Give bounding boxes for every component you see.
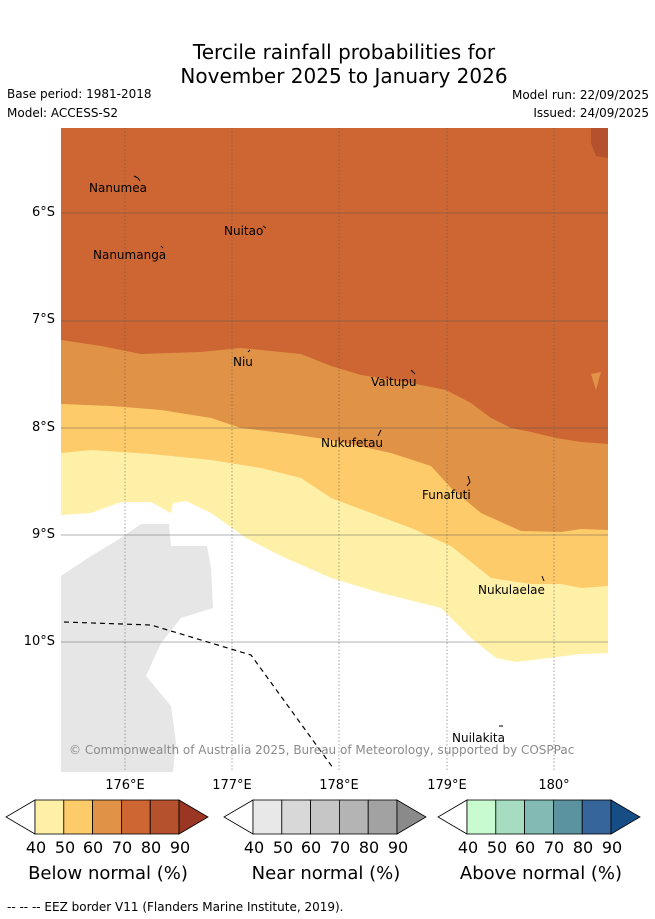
lon-label-179e: 179°E [427, 778, 467, 793]
eez-border [63, 621, 334, 769]
near-bin-5 [367, 799, 398, 835]
near-tick-50: 50 [272, 838, 294, 857]
near-bin-3 [310, 799, 340, 835]
above-tick-50: 50 [486, 838, 508, 857]
near-under-triangle [223, 799, 254, 835]
above-over-triangle [610, 799, 641, 835]
above-bin-2 [495, 799, 525, 835]
near-normal-region [61, 524, 213, 772]
below-tick-40: 40 [25, 838, 47, 857]
place-nukufetau: Nukufetau [321, 436, 384, 450]
below-bin-2 [63, 799, 93, 835]
above-bin-5 [581, 799, 612, 835]
near-normal-title: Near normal (%) [251, 863, 401, 884]
place-funafuti: Funafuti [422, 488, 471, 502]
near-tick-40: 40 [243, 838, 265, 857]
below-tick-80: 80 [140, 838, 162, 857]
lat-label-8s: 8°S [31, 420, 55, 435]
below-tick-60: 60 [82, 838, 104, 857]
near-tick-80: 80 [358, 838, 380, 857]
lon-gridlines [124, 128, 555, 772]
place-nanumea: Nanumea [89, 181, 147, 195]
colorbar-above-normal [437, 799, 641, 835]
below-bin-3 [92, 799, 122, 835]
below-normal-title: Below normal (%) [28, 863, 188, 884]
map-title-line1: Tercile rainfall probabilities for [192, 40, 496, 64]
forecast-map [61, 128, 608, 772]
place-vaitupu: Vaitupu [371, 375, 417, 389]
place-nanumanga: Nanumanga [93, 248, 167, 262]
below-under-triangle [5, 799, 36, 835]
near-bin-2 [281, 799, 311, 835]
lat-gridlines [61, 212, 608, 643]
lat-label-6s: 6°S [31, 205, 55, 220]
above-bin-3 [524, 799, 554, 835]
issued-date: Issued: 24/09/2025 [533, 106, 649, 120]
colorbar-near-normal [223, 799, 427, 835]
above-tick-60: 60 [514, 838, 536, 857]
lon-label-180: 180° [538, 778, 570, 793]
colorbar-below-normal [5, 799, 209, 835]
lon-label-178e: 178°E [319, 778, 359, 793]
below-bin-5 [149, 799, 180, 835]
map-title-line2: November 2025 to January 2026 [180, 64, 508, 88]
below-80-90-islet [591, 372, 601, 390]
lat-label-9s: 9°S [31, 527, 55, 542]
below-over-triangle [178, 799, 209, 835]
near-tick-70: 70 [329, 838, 351, 857]
lat-label-7s: 7°S [31, 312, 55, 327]
lat-label-10s: 10°S [23, 634, 55, 649]
place-nuilakita: Nuilakita [452, 731, 505, 745]
above-tick-80: 80 [572, 838, 594, 857]
lon-label-177e: 177°E [212, 778, 252, 793]
below-bin-4 [121, 799, 151, 835]
base-period: Base period: 1981-2018 [7, 87, 152, 101]
below-tick-90: 90 [169, 838, 191, 857]
above-under-triangle [437, 799, 468, 835]
above-tick-90: 90 [601, 838, 623, 857]
model-run: Model run: 22/09/2025 [511, 88, 649, 102]
near-tick-90: 90 [387, 838, 409, 857]
near-bin-4 [339, 799, 369, 835]
copyright-notice: © Commonwealth of Australia 2025, Bureau… [69, 743, 575, 757]
above-bin-1 [466, 799, 497, 835]
below-80-90-patch [591, 128, 608, 158]
above-tick-70: 70 [543, 838, 565, 857]
place-nukulaelae: Nukulaelae [478, 583, 545, 597]
model-name: Model: ACCESS-S2 [7, 106, 119, 120]
below-70-80-region [61, 128, 608, 444]
island-marks [133, 175, 545, 727]
above-tick-40: 40 [457, 838, 479, 857]
near-bin-1 [252, 799, 283, 835]
below-bin-1 [34, 799, 65, 835]
below-tick-70: 70 [111, 838, 133, 857]
above-normal-title: Above normal (%) [459, 863, 623, 884]
place-niu: Niu [233, 355, 253, 369]
near-over-triangle [396, 799, 427, 835]
eez-footer-note: -- -- -- EEZ border V11 (Flanders Marine… [7, 900, 344, 914]
near-tick-60: 60 [300, 838, 322, 857]
below-tick-50: 50 [54, 838, 76, 857]
place-nuitao: Nuitao [224, 224, 264, 238]
lon-label-176e: 176°E [105, 778, 145, 793]
above-bin-4 [553, 799, 583, 835]
